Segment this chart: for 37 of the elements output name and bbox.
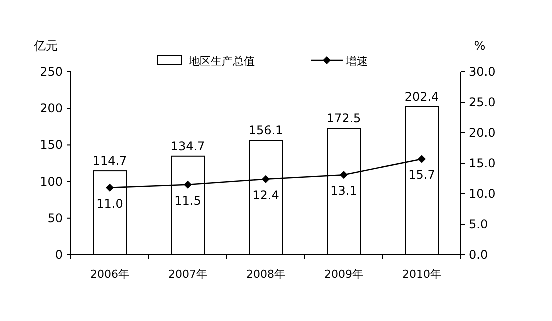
- point: [262, 175, 270, 184]
- point: [418, 155, 426, 164]
- data-label: 12.4: [252, 188, 280, 202]
- data-label: 13.1: [330, 184, 358, 198]
- y2-tick-label: 30.0: [469, 65, 496, 79]
- x-tick-label: 2010年: [402, 268, 442, 281]
- x-tick-label: 2006年: [90, 268, 130, 281]
- y2-tick-label: 15.0: [469, 156, 496, 170]
- y2-axis-title: %: [474, 39, 486, 53]
- x-tick-label: 2008年: [246, 268, 286, 281]
- data-label: 156.1: [248, 124, 284, 138]
- data-label: 11.5: [174, 194, 202, 208]
- x-tick-label: 2009年: [324, 268, 364, 281]
- y-axis-title: 亿元: [33, 39, 58, 53]
- y2-tick-label: 10.0: [469, 187, 496, 201]
- data-label: 202.4: [404, 90, 440, 104]
- data-label: 172.5: [326, 112, 362, 126]
- legend-label: 地区生产总值: [188, 55, 255, 68]
- y2-tick-label: 0.0: [469, 248, 488, 262]
- data-label: 114.7: [92, 154, 128, 168]
- y2-tick-label: 20.0: [469, 126, 496, 140]
- y2-tick-label: 25.0: [469, 96, 496, 110]
- data-label: 134.7: [170, 139, 206, 154]
- data-label: 11.0: [96, 196, 124, 211]
- point: [340, 171, 348, 180]
- point: [106, 184, 114, 192]
- data-label: 15.7: [408, 168, 436, 182]
- legend-label: 增速: [345, 55, 368, 68]
- y-tick-label: 100: [40, 174, 63, 189]
- y-tick-label: 150: [40, 138, 63, 152]
- y-tick-label: 200: [40, 102, 63, 116]
- point: [184, 180, 192, 189]
- y-tick-label: 0: [55, 248, 63, 262]
- y-tick-label: 50: [48, 211, 63, 226]
- x-tick-label: 2007年: [168, 268, 208, 281]
- y2-tick-label: 5.0: [469, 218, 488, 232]
- y-tick-label: 250: [40, 65, 63, 79]
